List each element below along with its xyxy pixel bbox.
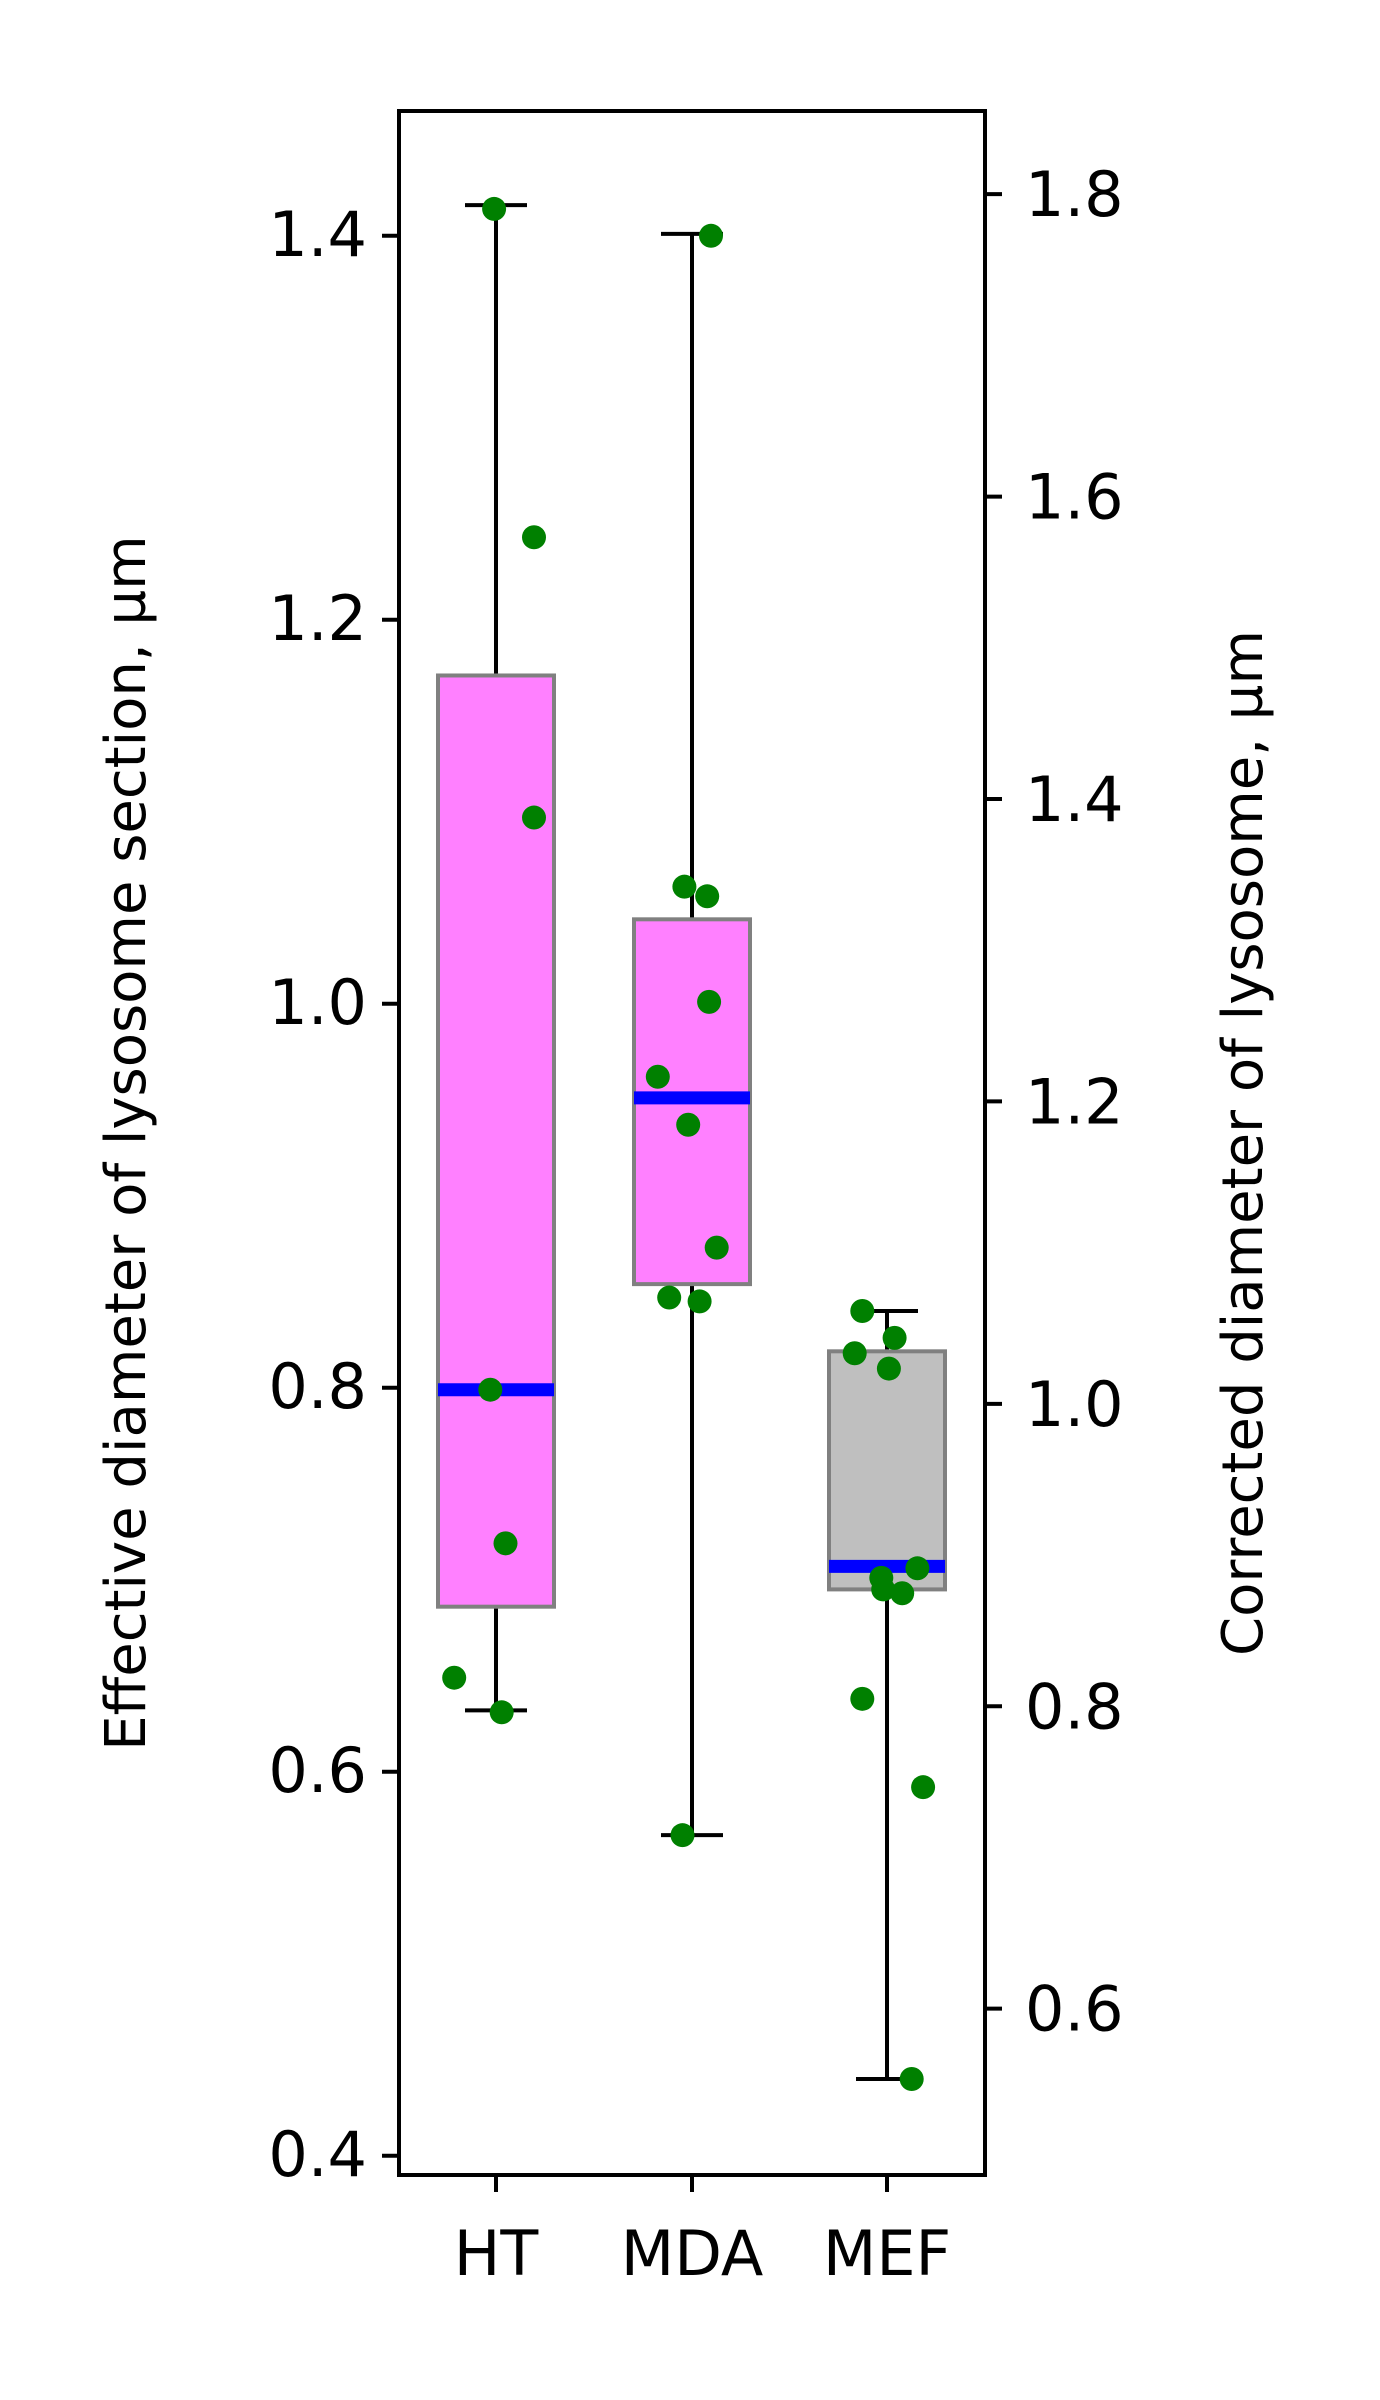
right-y-tick-label: 1.2: [1025, 1065, 1124, 1138]
y-tick-label: 0.4: [268, 2118, 367, 2191]
data-point-mda: [670, 1823, 695, 1848]
right-y-tick-label: 1.0: [1025, 1368, 1124, 1441]
data-point-mef: [882, 1325, 907, 1350]
box-mef: [827, 1349, 947, 1592]
y-tick-label: 1.0: [268, 966, 367, 1039]
data-point-mda: [676, 1112, 701, 1137]
right-y-axis-label: Corrected diameter of lysosome, µm: [1211, 630, 1276, 1656]
data-point-mef: [905, 1556, 930, 1581]
y-axis-label: Effective diameter of lysosome section, …: [94, 535, 159, 1750]
data-point-mef: [871, 1577, 896, 1602]
data-point-mda: [697, 989, 722, 1014]
right-y-tick-label: 1.4: [1025, 763, 1124, 836]
data-point-mef: [890, 1581, 915, 1606]
data-point-ht: [489, 1700, 514, 1725]
x-tick-label-mef: MEF: [823, 2217, 951, 2290]
x-tick-label-ht: HT: [454, 2217, 540, 2290]
y-tick-label: 0.6: [268, 1734, 367, 1807]
axes: 0.4 0.6 0.8 1.0 1.2 1.4 0.6 0.8 1.0 1.2 1.4 1.6 1.8 H…: [268, 158, 1123, 2290]
data-point-mda: [699, 223, 723, 248]
data-point-ht: [478, 1377, 503, 1402]
y-tick-label: 1.2: [268, 582, 367, 655]
data-point-mef: [876, 1356, 901, 1381]
data-point-mef: [850, 1299, 875, 1323]
plot-area: [436, 196, 947, 2091]
box-ht: [436, 673, 556, 1609]
data-point-mda: [695, 884, 720, 909]
data-point-ht: [522, 525, 546, 550]
y-tick-label: 0.8: [268, 1350, 367, 1423]
data-point-mef: [850, 1686, 875, 1711]
x-tick-label-mda: MDA: [621, 2217, 764, 2290]
right-y-tick-label: 1.8: [1025, 158, 1124, 231]
data-point-mda: [704, 1235, 729, 1260]
data-point-ht: [522, 805, 546, 830]
data-point-mef: [911, 1775, 936, 1800]
data-point-mef: [842, 1341, 867, 1366]
data-point-ht: [482, 196, 507, 221]
y-tick-label: 1.4: [268, 198, 367, 271]
data-point-mda: [687, 1289, 712, 1314]
right-y-tick-label: 0.6: [1025, 1973, 1124, 2046]
data-point-ht: [442, 1665, 467, 1690]
data-point-mda: [645, 1064, 670, 1089]
data-point-mda: [672, 874, 697, 899]
data-point-mda: [657, 1285, 682, 1310]
right-y-tick-label: 0.8: [1025, 1670, 1124, 1743]
data-point-mef: [899, 2067, 924, 2091]
right-y-tick-label: 1.6: [1025, 461, 1124, 534]
data-point-ht: [493, 1531, 518, 1556]
